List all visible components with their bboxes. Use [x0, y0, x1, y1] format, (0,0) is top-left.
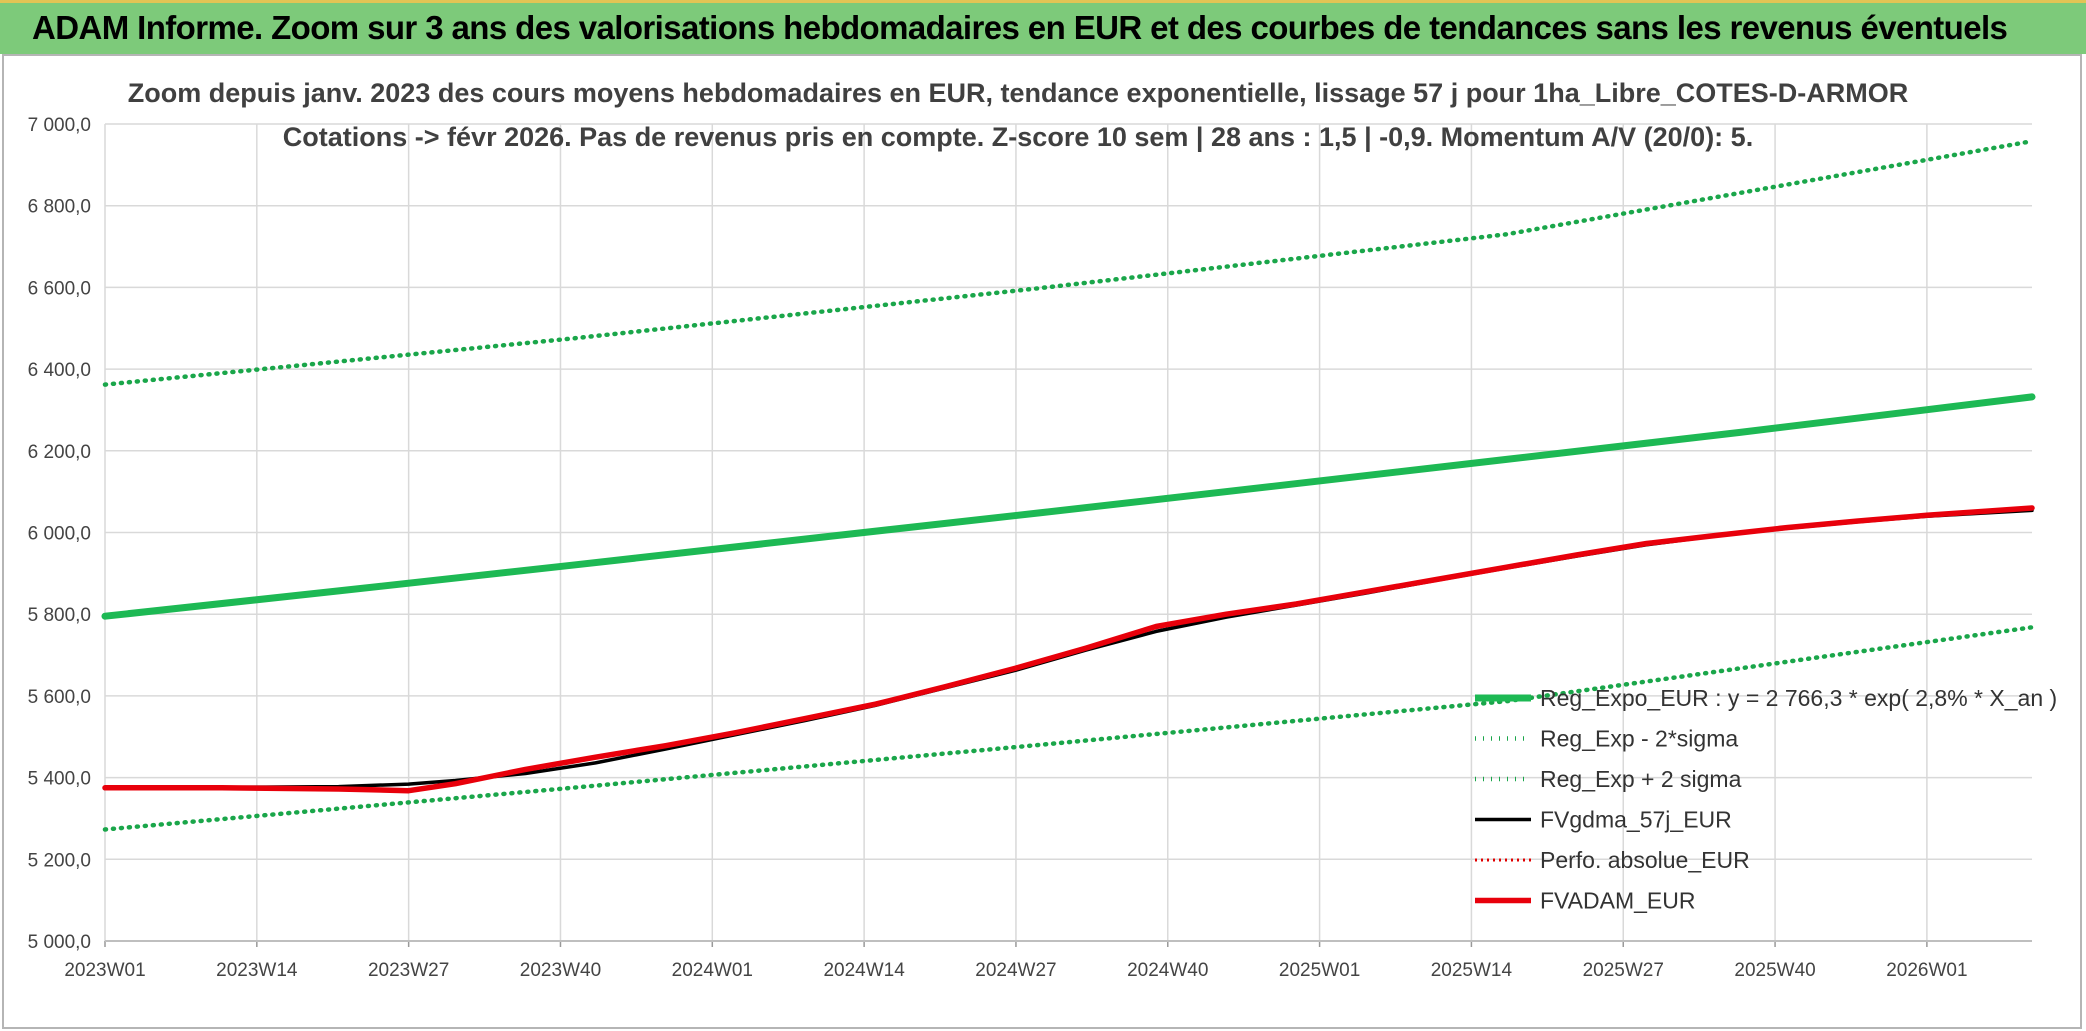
x-tick-label: 2025W01: [1279, 960, 1360, 981]
x-tick-label: 2026W01: [1886, 960, 1967, 981]
y-tick-label: 6 800,0: [28, 197, 91, 218]
x-tick-label: 2024W27: [975, 960, 1056, 981]
series-line-0: [101, 393, 2036, 620]
chart-frame: 5 000,0 5 200,0 5 400,0 5 600,0 5 800,0 6 000…: [2, 54, 2082, 1029]
legend: Reg_Expo_EUR : y = 2 766,3 * exp( 2,8% *…: [1475, 685, 2057, 914]
x-axis-ticks: 2023W01 2023W14 2023W27 2023W40 2024W01 2024W…: [64, 960, 1967, 981]
y-tick-label: 5 400,0: [28, 769, 91, 790]
y-tick-label: 6 000,0: [28, 524, 91, 545]
series: [101, 138, 2036, 832]
series-line-5: [102, 505, 2035, 794]
y-tick-label: 6 400,0: [28, 360, 91, 381]
x-tick-label: 2025W14: [1431, 960, 1513, 981]
legend-label: FVgdma_57j_EUR: [1540, 807, 1732, 833]
legend-label: Reg_Expo_EUR : y = 2 766,3 * exp( 2,8% *…: [1540, 685, 2057, 711]
x-tick-label: 2025W27: [1583, 960, 1664, 981]
y-tick-label: 6 200,0: [28, 442, 91, 463]
legend-label: FVADAM_EUR: [1540, 888, 1696, 914]
y-tick-label: 5 600,0: [28, 687, 91, 708]
x-tick-label: 2023W27: [368, 960, 449, 981]
legend-label: Reg_Exp + 2 sigma: [1540, 766, 1742, 792]
y-axis-ticks: 5 000,0 5 200,0 5 400,0 5 600,0 5 800,0 6 000…: [28, 115, 91, 953]
report-banner: ADAM Informe. Zoom sur 3 ans des valoris…: [0, 0, 2086, 54]
x-tick-label: 2024W40: [1127, 960, 1208, 981]
legend-label: Perfo. absolue_EUR: [1540, 847, 1750, 873]
legend-label: Reg_Exp - 2*sigma: [1540, 726, 1738, 752]
x-tick-label: 2025W40: [1734, 960, 1815, 981]
x-tick-label: 2024W14: [823, 960, 905, 981]
x-tick-label: 2023W01: [64, 960, 145, 981]
line-chart: 5 000,0 5 200,0 5 400,0 5 600,0 5 800,0 6 000…: [28, 78, 2058, 981]
series-line-2: [102, 138, 2035, 387]
chart-title-line1: Zoom depuis janv. 2023 des cours moyens …: [128, 78, 1908, 108]
series-line-3: [103, 508, 2034, 791]
y-tick-label: 5 800,0: [28, 605, 91, 626]
y-tick-label: 7 000,0: [28, 115, 91, 136]
x-tick-label: 2023W14: [216, 960, 298, 981]
chart-title-line2: Cotations -> févr 2026. Pas de revenus p…: [283, 122, 1753, 152]
series-line-1: [102, 625, 2035, 832]
y-tick-label: 6 600,0: [28, 278, 91, 299]
x-tick-label: 2024W01: [672, 960, 753, 981]
y-tick-label: 5 000,0: [28, 932, 91, 953]
x-tick-label: 2023W40: [520, 960, 601, 981]
grid: [104, 123, 2032, 947]
y-tick-label: 5 200,0: [28, 850, 91, 871]
report-title: ADAM Informe. Zoom sur 3 ans des valoris…: [32, 9, 2008, 46]
